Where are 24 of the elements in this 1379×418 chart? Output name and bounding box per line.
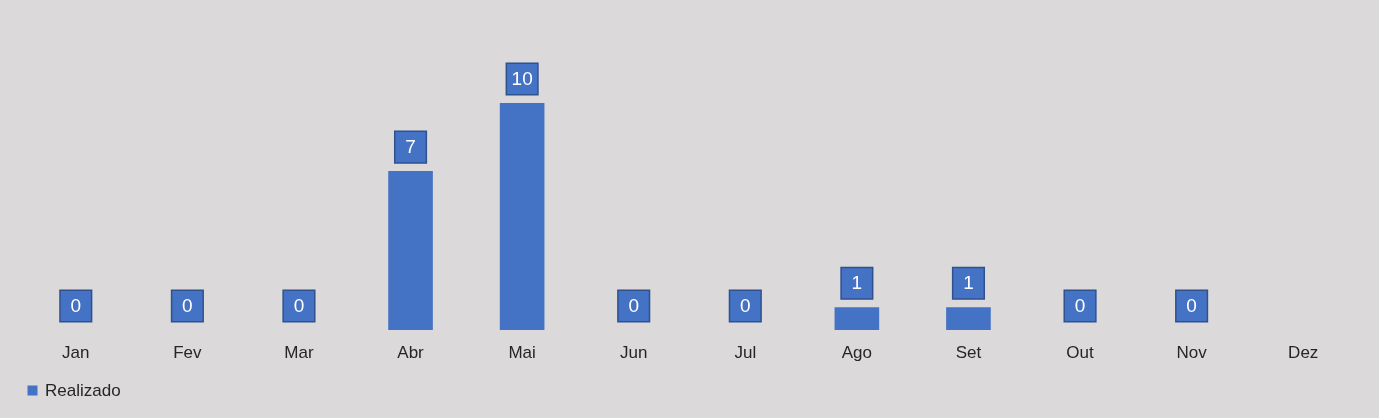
- data-label: 0: [1186, 295, 1197, 316]
- data-label: 0: [182, 295, 193, 316]
- data-label: 0: [628, 295, 639, 316]
- x-tick-label: Dez: [1288, 342, 1319, 362]
- x-tick-label: Mar: [284, 342, 314, 362]
- x-tick-label: Set: [955, 342, 982, 362]
- legend-label: Realizado: [45, 380, 121, 400]
- x-tick-label: Jun: [620, 342, 648, 362]
- data-label: 1: [963, 272, 974, 294]
- x-tick-label: Ago: [841, 342, 872, 362]
- x-tick-label: Nov: [1176, 342, 1208, 362]
- x-tick-label: Jul: [734, 342, 757, 362]
- data-label: 0: [1074, 295, 1086, 316]
- x-tick-label: Fev: [173, 342, 203, 362]
- x-tick-label: Jan: [62, 342, 90, 362]
- data-label: 0: [293, 295, 305, 316]
- data-label: 10: [511, 68, 533, 89]
- x-tick-label: Out: [1066, 342, 1095, 362]
- x-tick-label: Mai: [508, 342, 536, 362]
- data-label: 1: [851, 272, 863, 294]
- data-label: 7: [405, 136, 416, 158]
- data-label: 0: [70, 295, 82, 316]
- data-label: 0: [740, 295, 751, 316]
- x-tick-label: Abr: [397, 342, 425, 362]
